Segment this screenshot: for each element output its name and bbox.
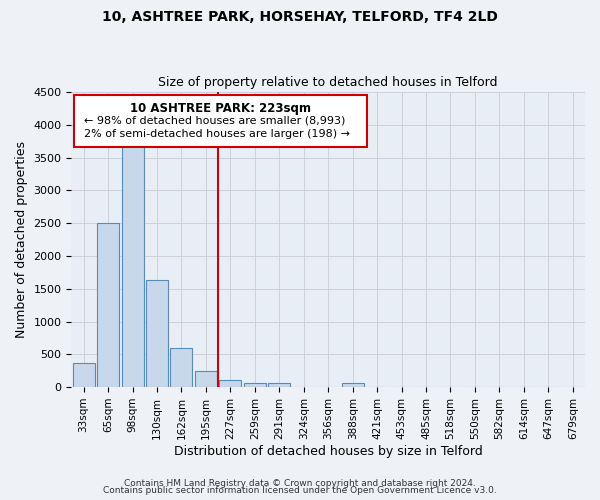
X-axis label: Distribution of detached houses by size in Telford: Distribution of detached houses by size … <box>174 444 482 458</box>
Text: Contains HM Land Registry data © Crown copyright and database right 2024.: Contains HM Land Registry data © Crown c… <box>124 478 476 488</box>
Text: Contains public sector information licensed under the Open Government Licence v3: Contains public sector information licen… <box>103 486 497 495</box>
Bar <box>122 143 143 387</box>
Bar <box>97 223 119 387</box>
Y-axis label: Number of detached properties: Number of detached properties <box>15 141 28 338</box>
Bar <box>244 383 266 387</box>
Bar <box>268 384 290 387</box>
Title: Size of property relative to detached houses in Telford: Size of property relative to detached ho… <box>158 76 498 90</box>
Bar <box>341 384 364 387</box>
Bar <box>170 348 193 387</box>
Bar <box>73 363 95 387</box>
FancyBboxPatch shape <box>74 95 367 146</box>
Bar <box>195 371 217 387</box>
Bar <box>146 280 168 387</box>
Text: 10 ASHTREE PARK: 223sqm: 10 ASHTREE PARK: 223sqm <box>130 102 311 115</box>
Text: 10, ASHTREE PARK, HORSEHAY, TELFORD, TF4 2LD: 10, ASHTREE PARK, HORSEHAY, TELFORD, TF4… <box>102 10 498 24</box>
Text: ← 98% of detached houses are smaller (8,993): ← 98% of detached houses are smaller (8,… <box>84 116 346 126</box>
Bar <box>220 380 241 387</box>
Text: 2% of semi-detached houses are larger (198) →: 2% of semi-detached houses are larger (1… <box>84 129 350 139</box>
